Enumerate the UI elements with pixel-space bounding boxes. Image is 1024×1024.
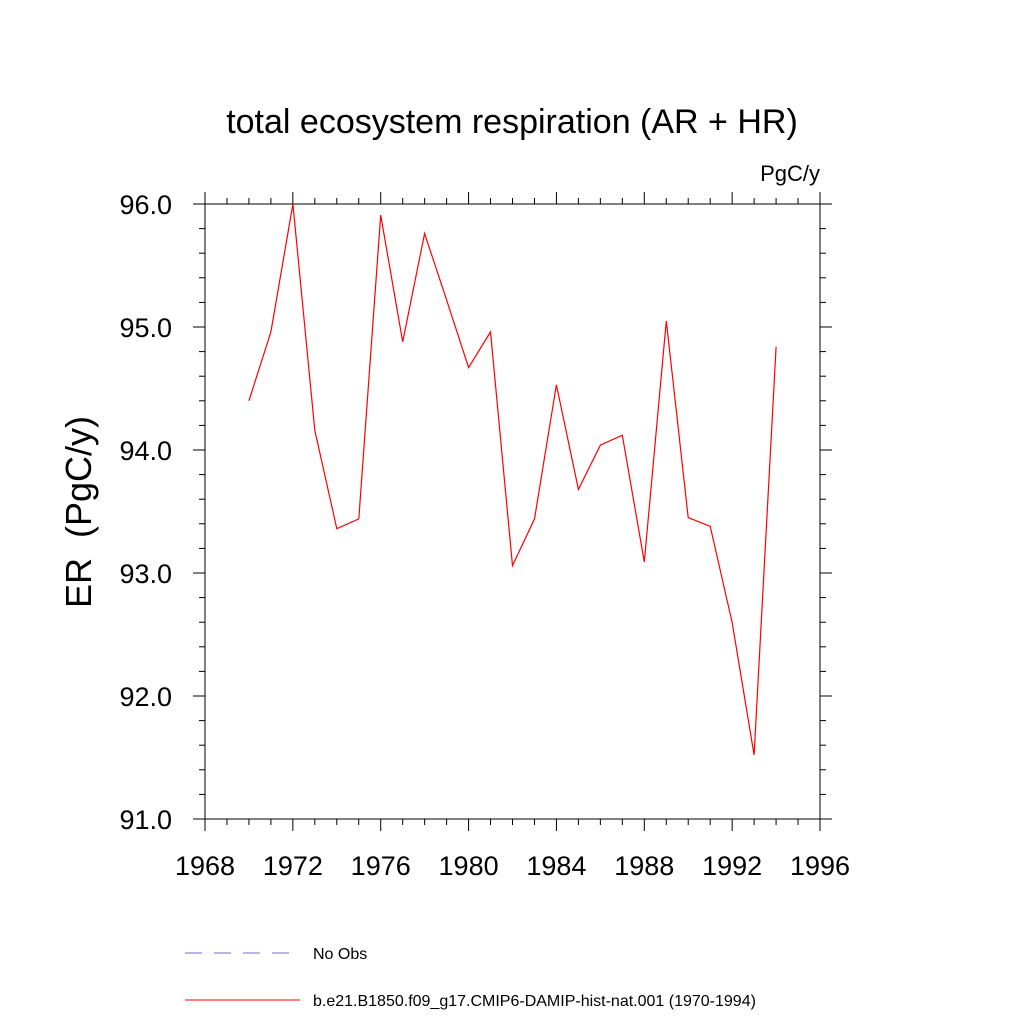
x-tick-label: 1988 bbox=[614, 851, 674, 881]
y-tick-label: 95.0 bbox=[119, 313, 172, 343]
y-tick-label: 96.0 bbox=[119, 190, 172, 220]
x-tick-label: 1984 bbox=[526, 851, 586, 881]
y-axis: 91.0 92.0 93.0 94.0 95.0 96.0 bbox=[119, 190, 832, 835]
legend-label: No Obs bbox=[313, 946, 367, 963]
y-tick-label: 94.0 bbox=[119, 436, 172, 466]
x-axis: 1968 1972 1976 1980 1984 1988 1992 1996 bbox=[175, 192, 850, 881]
y-axis-label: ER (PgC/y) bbox=[58, 416, 99, 608]
x-tick-label: 1992 bbox=[702, 851, 762, 881]
chart-title: total ecosystem respiration (AR + HR) bbox=[226, 103, 798, 141]
y-tick-label: 93.0 bbox=[119, 559, 172, 589]
x-tick-label: 1980 bbox=[439, 851, 499, 881]
units-label: PgC/y bbox=[760, 161, 820, 186]
series-layer bbox=[248, 203, 777, 756]
y-tick-label: 92.0 bbox=[119, 682, 172, 712]
plot-frame bbox=[204, 203, 821, 820]
y-tick-label: 91.0 bbox=[119, 805, 172, 835]
x-tick-label: 1968 bbox=[175, 851, 235, 881]
series-line bbox=[248, 203, 777, 756]
x-tick-label: 1972 bbox=[263, 851, 323, 881]
legend: No Obs b.e21.B1850.f09_g17.CMIP6-DAMIP-hi… bbox=[185, 946, 756, 1010]
x-tick-label: 1976 bbox=[351, 851, 411, 881]
x-tick-label: 1996 bbox=[790, 851, 850, 881]
legend-label: b.e21.B1850.f09_g17.CMIP6-DAMIP-hist-nat… bbox=[313, 993, 756, 1010]
